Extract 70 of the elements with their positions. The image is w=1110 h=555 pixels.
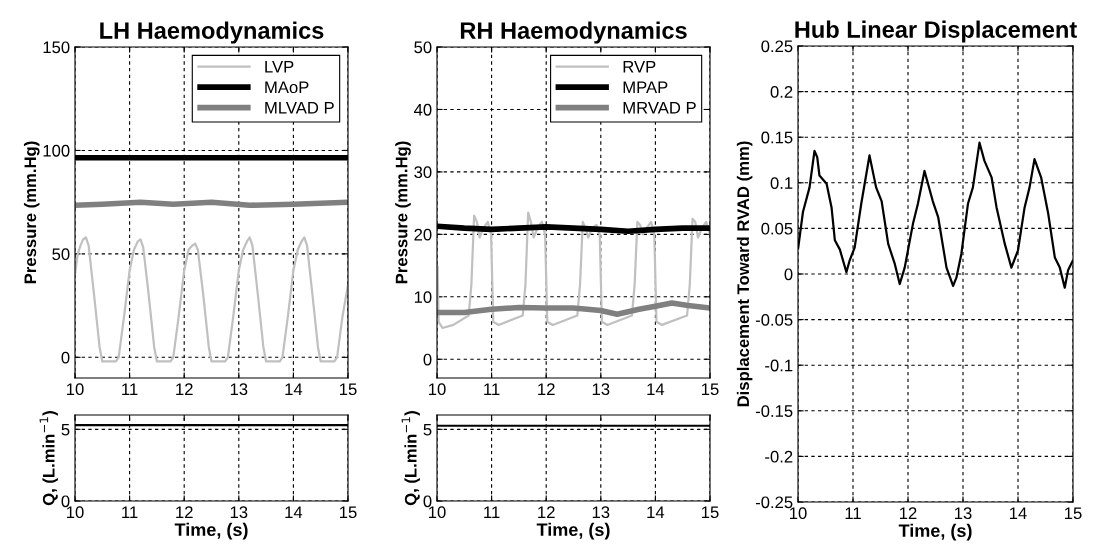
x-tick-label: 13 [592, 506, 610, 519]
y-tick-label: 0 [784, 268, 793, 281]
y-tick-label: 0.2 [770, 86, 793, 98]
x-tick-label: 12 [176, 383, 193, 395]
x-axis-title: Time, (s) [536, 522, 610, 540]
x-tick-label: 12 [900, 507, 917, 519]
y-tick-label: 0.1 [770, 177, 793, 189]
chart-title: Hub Linear Displacement [795, 20, 1077, 43]
x-tick-label: 11 [122, 383, 138, 395]
y-tick-label: 20 [414, 228, 432, 241]
x-tick-label: 14 [285, 383, 303, 395]
x-tick-label: 11 [484, 506, 500, 518]
x-tick-label: 15 [340, 506, 357, 519]
y-tick-label: -0.15 [755, 405, 793, 417]
x-tick-label: 11 [845, 507, 861, 519]
x-tick-label: 14 [647, 383, 665, 395]
y-tick-label: 40 [413, 103, 432, 116]
y-tick-label: -0.25 [755, 496, 793, 509]
chart-title: RH Haemodynamics [460, 21, 687, 44]
x-tick-label: 15 [702, 383, 719, 396]
x-tick-label: 12 [538, 506, 555, 518]
y-tick-label: 50 [414, 41, 432, 54]
legend-label: LVP [265, 60, 294, 73]
x-tick-label: 13 [592, 383, 610, 396]
x-tick-label: 12 [538, 383, 555, 395]
line-series [75, 236, 348, 363]
y-tick-label: 0 [423, 495, 432, 508]
y-tick-label: 10 [414, 291, 432, 304]
x-tick-label: 11 [122, 506, 138, 518]
legend-label: RVP [623, 60, 656, 73]
y-tick-label: 0.15 [761, 131, 793, 144]
y-tick-label: 5 [61, 423, 70, 436]
x-tick-label: 10 [790, 507, 807, 520]
y-tick-label: 0 [423, 353, 432, 366]
y-tick-label: -0.1 [765, 359, 793, 372]
x-axis-title: Time, (s) [898, 523, 972, 541]
y-tick-label: -0.05 [755, 314, 793, 326]
y-tick-label: -0.2 [765, 450, 793, 463]
y-axis-title: Pressure (mm.Hg) [395, 141, 411, 284]
x-tick-label: 11 [484, 383, 500, 395]
y-axis-title: Q, (L.min$^{−1}$) [401, 411, 420, 506]
x-tick-label: 14 [285, 506, 303, 518]
x-tick-label: 13 [955, 507, 972, 520]
x-tick-label: 13 [230, 383, 248, 396]
line-series [437, 211, 710, 330]
y-axis-title: Q, (L.min$^{−1}$) [39, 411, 58, 506]
x-tick-label: 15 [1065, 507, 1082, 520]
y-tick-label: 5 [423, 423, 432, 436]
x-tick-label: 13 [230, 506, 248, 519]
y-tick-label: 50 [52, 248, 70, 261]
y-axis-title: Pressure (mm.Hg) [23, 141, 40, 284]
legend-label: MAoP [265, 81, 309, 94]
x-tick-label: 12 [176, 506, 193, 518]
y-tick-label: 0 [61, 495, 70, 508]
y-tick-label: 100 [43, 144, 70, 157]
y-tick-label: 30 [414, 166, 432, 179]
x-tick-label: 14 [1010, 507, 1027, 519]
y-tick-label: 0 [61, 351, 70, 364]
y-tick-label: 0.25 [761, 40, 793, 53]
x-tick-label: 14 [647, 506, 665, 518]
x-tick-label: 15 [702, 506, 719, 519]
y-tick-label: 150 [43, 41, 70, 54]
x-axis-title: Time, (s) [174, 522, 248, 540]
x-tick-label: 15 [340, 383, 357, 396]
legend-label: MPAP [623, 81, 668, 93]
y-tick-label: 0.05 [761, 222, 793, 235]
y-axis-title: Displacement Toward RVAD (mm) [736, 141, 753, 407]
chart-title: LH Haemodynamics [100, 21, 324, 44]
legend-label: MRVAD P [623, 102, 696, 114]
legend-label: MLVAD P [265, 102, 334, 114]
